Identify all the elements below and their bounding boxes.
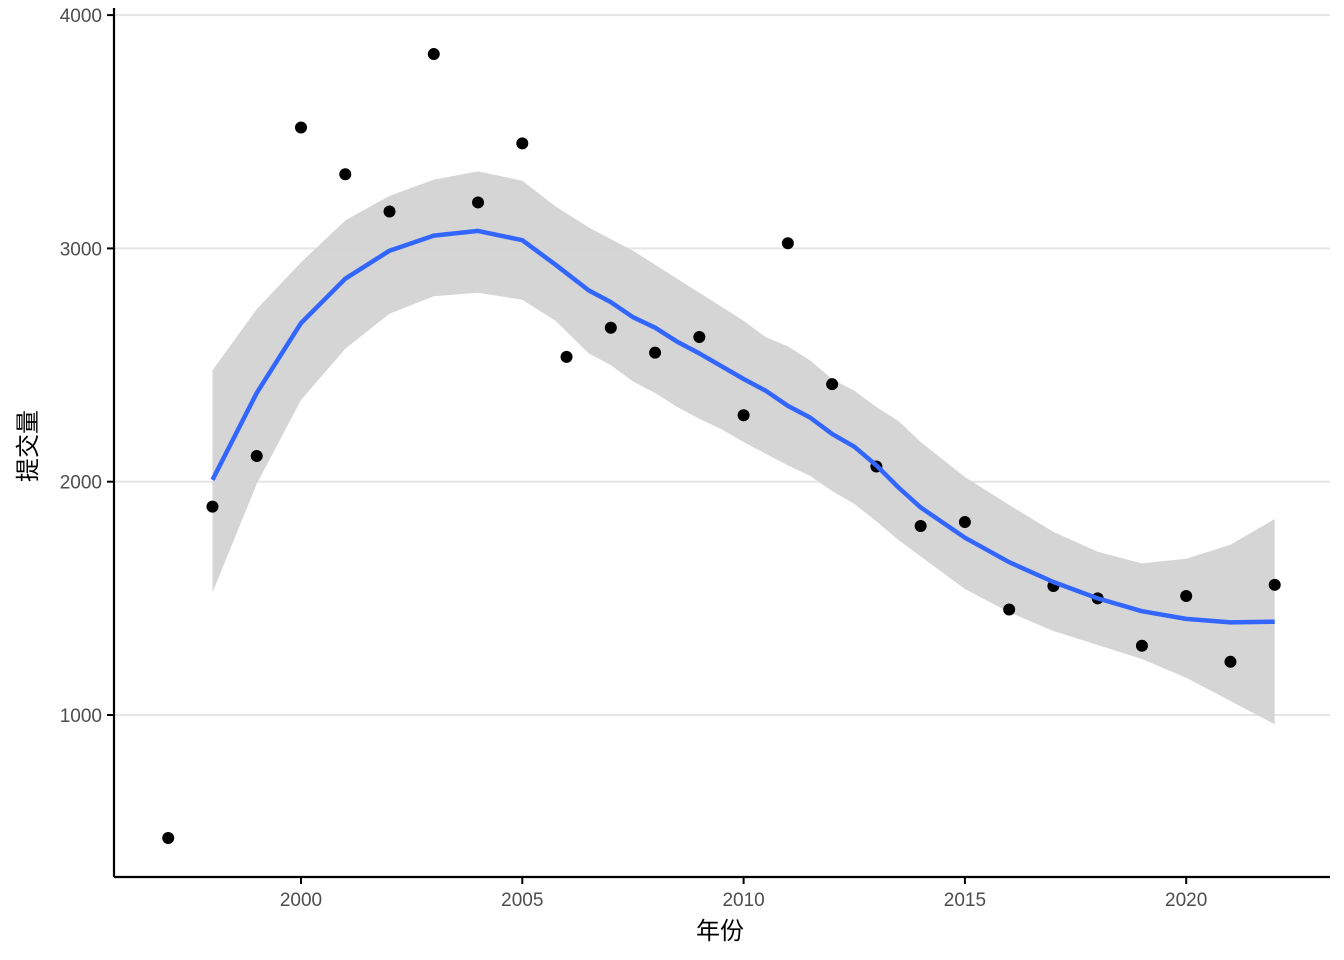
smooth-line-layer [210,228,1275,625]
y-axis-title: 提交量 [14,410,42,482]
data-point-2019 [1135,639,1148,652]
data-point-2005 [516,137,529,150]
data-point-1999 [250,450,263,463]
data-point-2004 [472,196,485,209]
axes [112,8,1330,879]
data-point-2006 [560,350,573,363]
data-point-2021 [1224,655,1237,668]
data-point-2001 [339,168,352,181]
data-point-2016 [1003,603,1016,616]
data-point-2002 [383,205,396,218]
data-point-2022 [1268,578,1281,591]
data-point-2008 [649,346,662,359]
data-point-2000 [295,121,307,134]
data-point-2011 [781,237,794,250]
x-tick-label-2020: 2020 [1165,890,1207,911]
confidence-band-layer [212,171,1275,725]
data-point-2007 [604,321,617,334]
y-tick-label-4000: 4000 [60,6,102,27]
data-point-2012 [826,378,839,391]
data-points [162,48,1281,844]
y-tick-label-2000: 2000 [60,473,102,494]
x-tick-label-2000: 2000 [280,890,322,911]
data-point-2010 [737,409,750,422]
data-point-2009 [693,331,706,344]
data-point-2014 [914,520,927,533]
smooth-line [210,228,1275,625]
data-point-1998 [206,500,219,513]
x-tick-label-2010: 2010 [722,890,764,911]
x-tick-label-2005: 2005 [501,890,543,911]
x-tick-label-2015: 2015 [944,890,986,911]
axis-ticks: 1000 2000 3000 4000 2000 2005 2010 2015 2020 [60,6,1208,911]
data-point-2003 [427,48,440,61]
data-point-2020 [1180,590,1193,603]
data-point-2015 [958,516,971,529]
data-point-1997 [162,831,175,844]
y-tick-label-1000: 1000 [60,706,102,727]
confidence-band [212,171,1275,725]
x-axis-title: 年份 [696,917,744,945]
y-tick-label-3000: 3000 [60,239,102,260]
